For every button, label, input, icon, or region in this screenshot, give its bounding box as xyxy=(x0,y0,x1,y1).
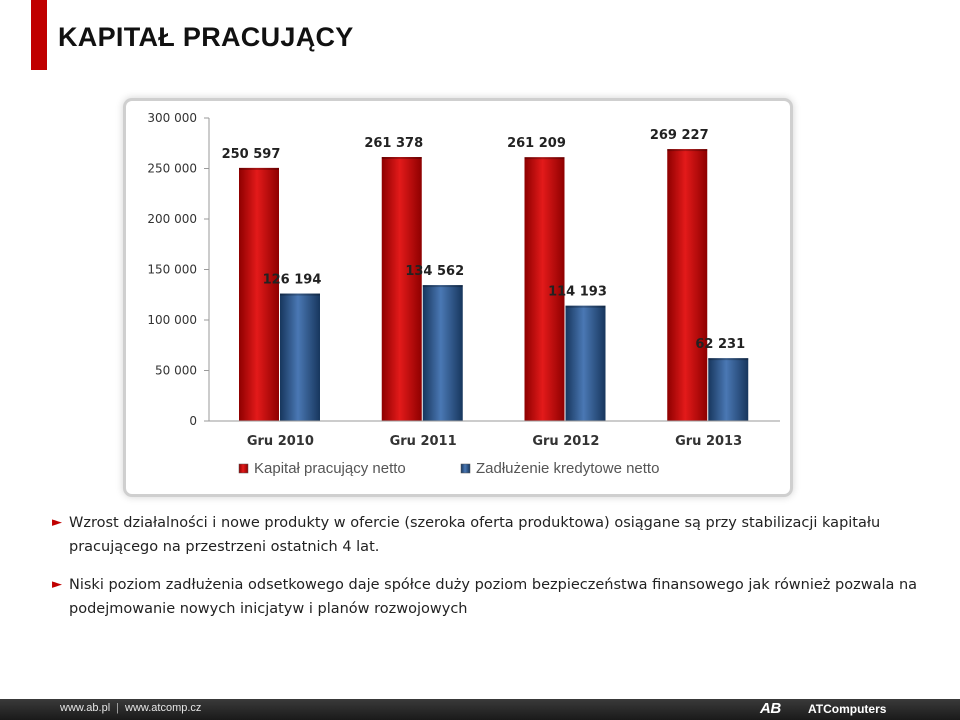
bar-top-edge xyxy=(565,305,606,308)
y-tick-label: 50 000 xyxy=(155,364,197,378)
y-tick-label: 100 000 xyxy=(147,313,197,327)
bar-top-edge xyxy=(667,149,708,152)
bar-zadluzenie xyxy=(280,293,320,421)
bar-kapital xyxy=(239,167,279,421)
y-tick-label: 300 000 xyxy=(147,111,197,125)
bullet-item: ► Wzrost działalności i nowe produkty w … xyxy=(52,511,932,559)
bullet-list: ► Wzrost działalności i nowe produkty w … xyxy=(52,511,932,635)
y-tick-label: 200 000 xyxy=(147,212,197,226)
bar-value-label: 261 378 xyxy=(364,136,423,151)
bar-zadluzenie xyxy=(565,305,606,421)
bar-value-label: 250 597 xyxy=(222,147,281,162)
bar-top-edge xyxy=(280,293,320,296)
bar-top-edge xyxy=(708,358,749,361)
bar-top-edge xyxy=(422,285,463,288)
ab-logo: AB xyxy=(760,700,781,717)
y-tick-label: 250 000 xyxy=(147,162,197,176)
bar-top-edge xyxy=(239,167,279,170)
y-tick-label: 0 xyxy=(189,414,197,428)
bullet-arrow-icon: ► xyxy=(52,577,62,592)
x-tick-label: Gru 2011 xyxy=(390,434,457,449)
bar-value-label: 134 562 xyxy=(405,264,464,279)
bullet-text: Niski poziom zadłużenia odsetkowego daje… xyxy=(69,577,918,617)
bar-value-label: 126 194 xyxy=(263,273,322,288)
bar-zadluzenie xyxy=(422,285,463,421)
footer-links: www.ab.pl | www.atcomp.cz xyxy=(60,702,201,714)
bar-value-label: 269 227 xyxy=(650,128,709,143)
bar-kapital xyxy=(667,149,708,421)
footer-link-ab[interactable]: www.ab.pl xyxy=(60,702,111,714)
legend-label: Zadłużenie kredytowe netto xyxy=(476,460,659,477)
slide-title: KAPITAŁ PRACUJĄCY xyxy=(58,22,354,52)
bullet-item: ► Niski poziom zadłużenia odsetkowego da… xyxy=(52,573,932,621)
bar-zadluzenie xyxy=(708,358,749,421)
footer-link-atcomp[interactable]: www.atcomp.cz xyxy=(125,702,202,714)
bullet-text: Wzrost działalności i nowe produkty w of… xyxy=(69,515,881,555)
x-tick-label: Gru 2010 xyxy=(247,434,314,449)
bar-top-edge xyxy=(381,157,422,160)
title-accent-bar xyxy=(31,0,47,70)
chart-frame: 0 50 000 100 000 150 000 200 000 250 000 300 0… xyxy=(126,101,790,494)
bar-value-label: 114 193 xyxy=(548,285,607,300)
legend-label: Kapitał pracujący netto xyxy=(254,460,406,477)
footer-bar: www.ab.pl | www.atcomp.cz AB ATComputers xyxy=(0,699,960,720)
y-tick-label: 150 000 xyxy=(147,263,197,277)
legend-swatch xyxy=(460,463,471,474)
bar-kapital xyxy=(524,157,565,422)
footer-separator: | xyxy=(116,702,119,714)
bullet-arrow-icon: ► xyxy=(52,515,62,530)
legend-swatch xyxy=(238,463,249,474)
bar-top-edge xyxy=(524,157,565,160)
x-tick-label: Gru 2013 xyxy=(675,434,742,449)
bar-kapital xyxy=(381,157,422,421)
bar-chart: 0 50 000 100 000 150 000 200 000 250 000 300 0… xyxy=(147,111,780,477)
atcomputers-logo: ATComputers xyxy=(808,702,887,716)
bar-value-label: 62 231 xyxy=(695,337,745,352)
x-tick-label: Gru 2012 xyxy=(532,434,599,449)
bar-value-label: 261 209 xyxy=(507,136,566,151)
